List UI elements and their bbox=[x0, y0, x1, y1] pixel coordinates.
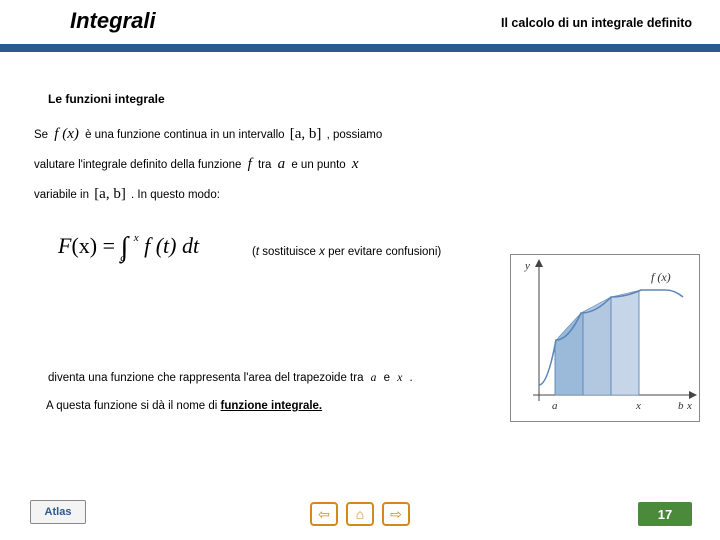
header-divider bbox=[0, 44, 720, 52]
page-number: 17 bbox=[638, 502, 692, 526]
text-l2a: valutare l'integrale definito della funz… bbox=[34, 159, 241, 171]
text-l1-end: , possiamo bbox=[327, 129, 383, 141]
svg-text:a: a bbox=[552, 400, 558, 412]
svg-text:b: b bbox=[678, 400, 684, 412]
formula-hi: x bbox=[134, 232, 139, 244]
text-eunpunto: e un punto bbox=[291, 159, 345, 171]
body-line-3: variabile in [a, b] . In questo modo: bbox=[34, 186, 220, 203]
var-x: x bbox=[393, 372, 406, 384]
text-l4a: diventa una funzione che rappresenta l'a… bbox=[48, 372, 363, 384]
svg-text:x: x bbox=[686, 400, 692, 412]
formula-body: f (t) dt bbox=[144, 233, 199, 258]
formula: F(x) = ∫ax f (t) dt bbox=[58, 232, 199, 264]
math-f: f bbox=[245, 156, 255, 172]
text-l4dot: . bbox=[410, 372, 413, 384]
body-line-1: Se f (x) è una funzione continua in un i… bbox=[34, 126, 382, 143]
body-line-5: A questa funzione si dà il nome di funzi… bbox=[46, 400, 322, 412]
chart-svg: yxaxbf (x) bbox=[511, 255, 701, 423]
home-icon: ⌂ bbox=[356, 506, 364, 522]
body-line-2: valutare l'integrale definito della funz… bbox=[34, 156, 362, 173]
text-tra: tra bbox=[258, 159, 271, 171]
next-button[interactable]: ⇨ bbox=[382, 502, 410, 526]
page-subtitle: Il calcolo di un integrale definito bbox=[501, 16, 692, 30]
body-line-4: diventa una funzione che rappresenta l'a… bbox=[48, 372, 413, 384]
area-chart: yxaxbf (x) bbox=[510, 254, 700, 422]
math-x: x bbox=[349, 156, 362, 172]
math-fx: f (x) bbox=[51, 126, 82, 142]
home-button[interactable]: ⌂ bbox=[346, 502, 374, 526]
section-title: Le funzioni integrale bbox=[48, 92, 165, 106]
formula-lo: a bbox=[120, 252, 126, 264]
text-l4e: e bbox=[384, 372, 394, 384]
substitution-note: (t sostituisce x per evitare confusioni) bbox=[252, 246, 441, 258]
math-ab: [a, b] bbox=[288, 126, 324, 142]
svg-text:f (x): f (x) bbox=[651, 270, 671, 284]
text-l3a: variabile in bbox=[34, 189, 89, 201]
text-l3b: . In questo modo: bbox=[131, 189, 220, 201]
page-title: Integrali bbox=[70, 8, 156, 34]
arrow-right-icon: ⇨ bbox=[390, 506, 402, 523]
text-se: Se bbox=[34, 129, 48, 141]
text-l1-mid: è una funzione continua in un intervallo bbox=[85, 129, 284, 141]
header: Integrali Il calcolo di un integrale def… bbox=[0, 0, 720, 58]
formula-eq: = bbox=[97, 233, 120, 258]
text-l5b: funzione integrale. bbox=[221, 400, 323, 412]
nav-buttons: ⇦ ⌂ ⇨ bbox=[310, 502, 410, 526]
publisher-logo: Atlas bbox=[30, 500, 86, 524]
formula-F: F bbox=[58, 233, 71, 258]
math-ab-2: [a, b] bbox=[92, 186, 128, 202]
svg-text:x: x bbox=[635, 400, 641, 412]
prev-button[interactable]: ⇦ bbox=[310, 502, 338, 526]
math-a: a bbox=[275, 156, 289, 172]
arrow-left-icon: ⇦ bbox=[318, 506, 330, 523]
note-mid: sostituisce bbox=[259, 246, 319, 258]
svg-text:y: y bbox=[524, 260, 530, 272]
formula-paren: (x) bbox=[71, 233, 97, 258]
note-end: per evitare confusioni) bbox=[325, 246, 441, 258]
text-l5a: A questa funzione si dà il nome di bbox=[46, 400, 221, 412]
var-a: a bbox=[367, 372, 381, 384]
